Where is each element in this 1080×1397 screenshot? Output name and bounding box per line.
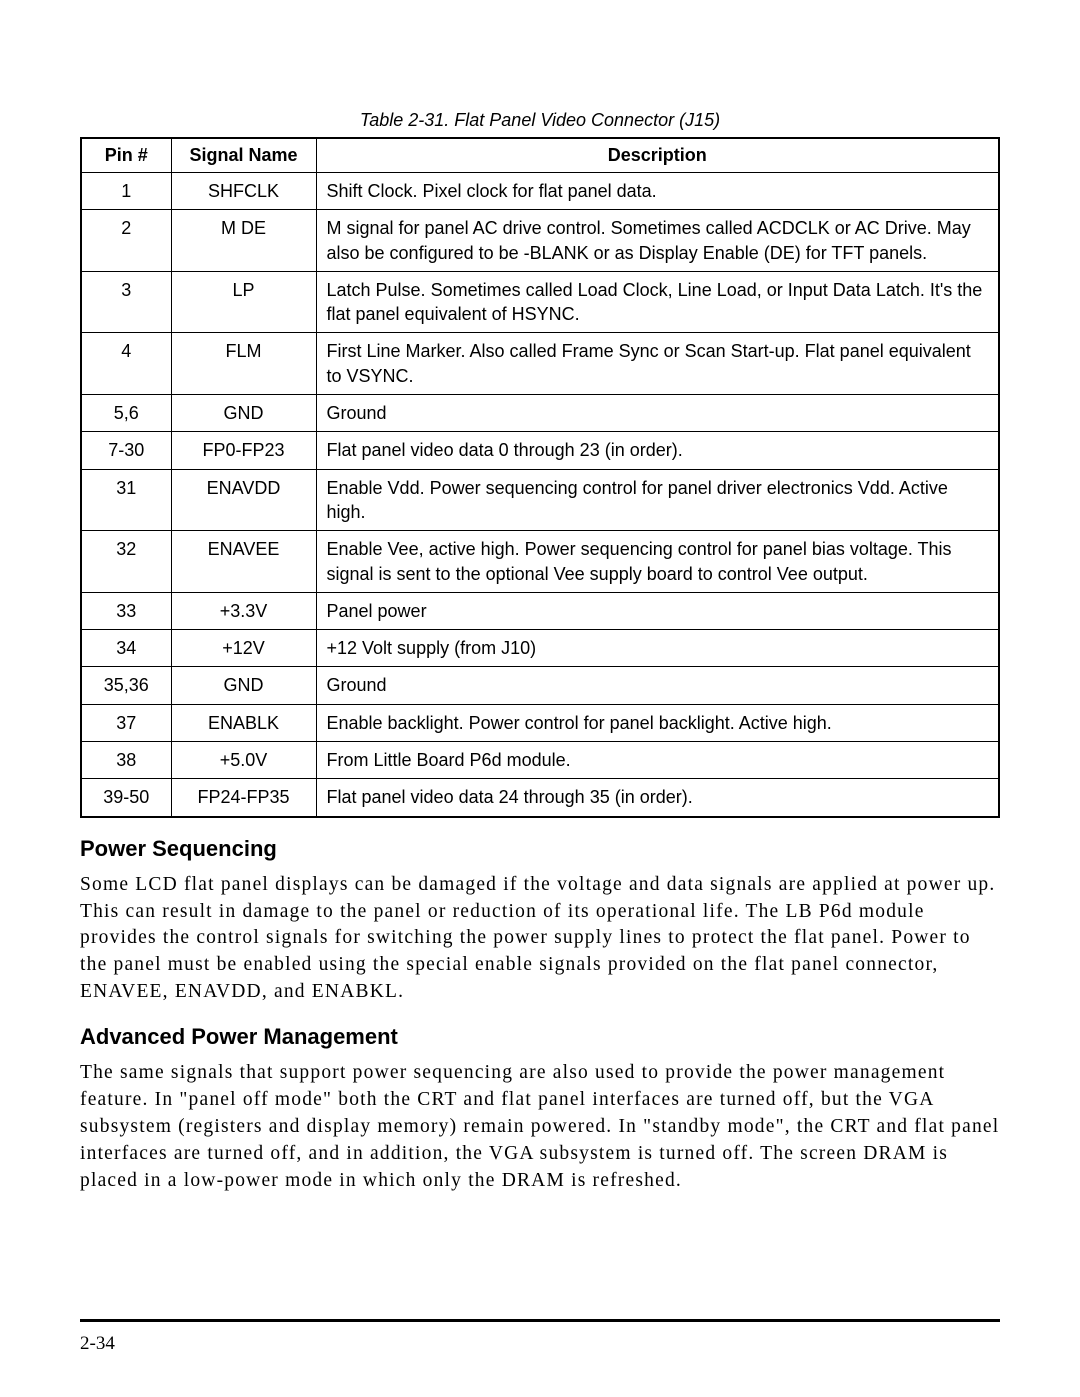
cell-description: Flat panel video data 24 through 35 (in … (316, 779, 999, 817)
cell-signal: GND (171, 395, 316, 432)
table-row: 37ENABLKEnable backlight. Power control … (81, 704, 999, 741)
cell-pin: 37 (81, 704, 171, 741)
cell-description: From Little Board P6d module. (316, 742, 999, 779)
cell-signal: FP24-FP35 (171, 779, 316, 817)
table-row: 32ENAVEEEnable Vee, active high. Power s… (81, 531, 999, 593)
table-header-row: Pin # Signal Name Description (81, 138, 999, 173)
cell-description: Latch Pulse. Sometimes called Load Clock… (316, 271, 999, 333)
cell-signal: GND (171, 667, 316, 704)
cell-pin: 38 (81, 742, 171, 779)
cell-signal: +3.3V (171, 592, 316, 629)
cell-signal: SHFCLK (171, 173, 316, 210)
cell-description: +12 Volt supply (from J10) (316, 630, 999, 667)
table-row: 4FLMFirst Line Marker. Also called Frame… (81, 333, 999, 395)
table-row: 7-30FP0-FP23Flat panel video data 0 thro… (81, 432, 999, 469)
cell-signal: +5.0V (171, 742, 316, 779)
table-row: 33+3.3VPanel power (81, 592, 999, 629)
cell-signal: ENAVEE (171, 531, 316, 593)
cell-description: M signal for panel AC drive control. Som… (316, 210, 999, 272)
table-row: 39-50FP24-FP35Flat panel video data 24 t… (81, 779, 999, 817)
cell-description: Enable backlight. Power control for pane… (316, 704, 999, 741)
section-heading: Power Sequencing (80, 836, 1000, 862)
cell-description: Ground (316, 667, 999, 704)
cell-signal: +12V (171, 630, 316, 667)
cell-pin: 32 (81, 531, 171, 593)
table-row: 2M DEM signal for panel AC drive control… (81, 210, 999, 272)
table-caption: Table 2-31. Flat Panel Video Connector (… (80, 110, 1000, 131)
cell-description: Enable Vee, active high. Power sequencin… (316, 531, 999, 593)
table-row: 38+5.0VFrom Little Board P6d module. (81, 742, 999, 779)
table-row: 1SHFCLKShift Clock. Pixel clock for flat… (81, 173, 999, 210)
cell-pin: 35,36 (81, 667, 171, 704)
section-body: The same signals that support power sequ… (80, 1060, 1000, 1195)
cell-signal: ENAVDD (171, 469, 316, 531)
header-description: Description (316, 138, 999, 173)
table-row: 35,36GNDGround (81, 667, 999, 704)
pinout-table: Pin # Signal Name Description 1SHFCLKShi… (80, 137, 1000, 818)
cell-pin: 1 (81, 173, 171, 210)
cell-pin: 4 (81, 333, 171, 395)
section-heading: Advanced Power Management (80, 1024, 1000, 1050)
cell-description: Flat panel video data 0 through 23 (in o… (316, 432, 999, 469)
cell-signal: M DE (171, 210, 316, 272)
table-row: 31ENAVDDEnable Vdd. Power sequencing con… (81, 469, 999, 531)
cell-description: Ground (316, 395, 999, 432)
cell-signal: ENABLK (171, 704, 316, 741)
page-number: 2-34 (80, 1333, 115, 1355)
table-row: 3LPLatch Pulse. Sometimes called Load Cl… (81, 271, 999, 333)
cell-pin: 7-30 (81, 432, 171, 469)
cell-pin: 3 (81, 271, 171, 333)
footer-rule (80, 1319, 1000, 1322)
cell-pin: 2 (81, 210, 171, 272)
cell-pin: 5,6 (81, 395, 171, 432)
cell-description: Shift Clock. Pixel clock for flat panel … (316, 173, 999, 210)
table-row: 5,6GNDGround (81, 395, 999, 432)
cell-pin: 33 (81, 592, 171, 629)
cell-signal: LP (171, 271, 316, 333)
cell-description: First Line Marker. Also called Frame Syn… (316, 333, 999, 395)
section-body: Some LCD flat panel displays can be dama… (80, 872, 1000, 1007)
cell-signal: FLM (171, 333, 316, 395)
cell-pin: 31 (81, 469, 171, 531)
header-pin: Pin # (81, 138, 171, 173)
table-row: 34+12V+12 Volt supply (from J10) (81, 630, 999, 667)
cell-description: Enable Vdd. Power sequencing control for… (316, 469, 999, 531)
header-signal: Signal Name (171, 138, 316, 173)
cell-pin: 34 (81, 630, 171, 667)
cell-pin: 39-50 (81, 779, 171, 817)
cell-description: Panel power (316, 592, 999, 629)
cell-signal: FP0-FP23 (171, 432, 316, 469)
